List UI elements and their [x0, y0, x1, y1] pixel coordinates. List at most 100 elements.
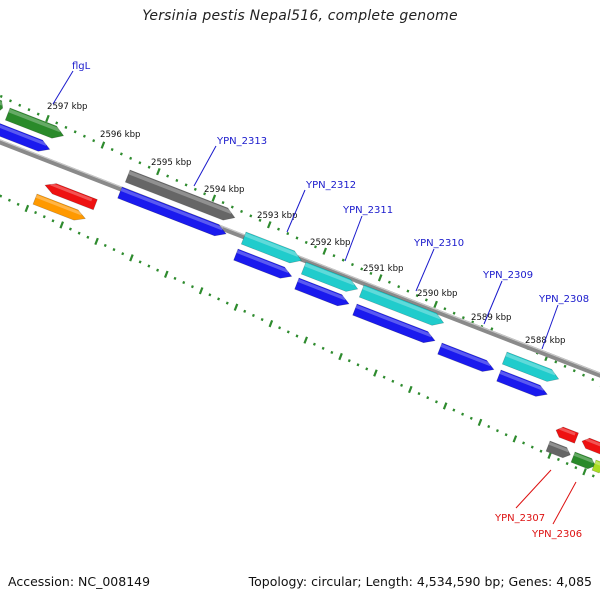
inner-tick: [312, 342, 316, 346]
gene-feature-body: [300, 261, 359, 292]
outer-tick: [27, 108, 31, 112]
inner-tick: [103, 243, 107, 248]
inner-tick: [217, 297, 221, 301]
inner-tick: [338, 352, 343, 361]
inner-tick: [530, 445, 534, 449]
inner-tick: [365, 367, 369, 371]
reverse-feature-body: [570, 451, 596, 470]
gene-feature-body: [0, 99, 4, 111]
reverse-feature: [555, 426, 579, 444]
reverse-feature-shine: [548, 441, 570, 453]
reverse-feature: [570, 451, 596, 470]
gene-label[interactable]: YPN_2308: [538, 294, 589, 305]
outer-tick: [582, 373, 585, 377]
inner-tick: [86, 235, 90, 239]
cds-feature-shine: [297, 278, 347, 301]
outer-tick: [350, 262, 354, 267]
outer-tick: [18, 103, 22, 107]
gene-feature-shine: [304, 262, 356, 286]
outer-tick: [572, 369, 576, 373]
inner-tick: [260, 317, 264, 322]
gene-leader-line: [286, 189, 306, 233]
outer-tick: [563, 364, 567, 368]
gene-feature: [240, 231, 302, 264]
outer-tick: [138, 161, 142, 165]
map-title: Yersinia pestis Nepal516, complete genom…: [142, 8, 458, 24]
cds-feature-body: [0, 123, 51, 152]
inner-tick: [539, 449, 543, 453]
outer-tick: [119, 152, 123, 156]
inner-tick: [347, 359, 351, 363]
outer-tick: [221, 201, 225, 205]
gene-label[interactable]: YPN_2306: [531, 529, 582, 540]
gene-leader-line: [193, 145, 217, 187]
cds-feature: [496, 369, 548, 397]
inner-tick: [42, 215, 46, 219]
gene-label[interactable]: flgL: [72, 61, 91, 72]
outer-tick: [36, 112, 40, 116]
gene-feature-body: [501, 351, 560, 382]
gene-leader-line: [552, 481, 577, 525]
gene-label[interactable]: YPN_2313: [216, 136, 267, 147]
cds-feature-shine: [499, 370, 545, 391]
reverse-feature: [32, 193, 86, 221]
gene-feature: [0, 99, 4, 111]
inner-tick: [68, 227, 72, 231]
outer-tick: [377, 274, 383, 282]
scale-label: 2590 kbp: [417, 289, 458, 299]
inner-tick: [477, 418, 483, 427]
inner-tick: [121, 252, 125, 256]
inner-tick: [582, 468, 587, 476]
cds-feature-body: [496, 369, 548, 397]
scale-label: 2592 kbp: [310, 238, 351, 248]
inner-tick: [233, 303, 239, 311]
feature-labels: 2597 kbp 2596 kbp 2595 kbp 2594 kbp 2593 kbp…: [47, 61, 589, 540]
inner-tick: [574, 466, 578, 470]
outer-tick: [129, 156, 133, 160]
inner-tick: [34, 211, 38, 215]
cds-feature-shine: [440, 343, 492, 367]
outer-tick: [461, 316, 465, 320]
outer-tick: [369, 271, 373, 275]
gene-feature-shine: [244, 232, 299, 257]
inner-tick: [286, 330, 290, 334]
cds-feature: [352, 303, 436, 344]
reverse-feature-shine: [50, 182, 93, 202]
gene-label[interactable]: YPN_2312: [305, 180, 356, 191]
inner-tick: [190, 285, 194, 289]
inner-tick: [138, 260, 142, 264]
cds-feature-shine: [355, 304, 433, 338]
inner-tick: [452, 408, 456, 412]
inner-tick: [156, 268, 160, 272]
gene-feature-shine: [0, 101, 4, 106]
inner-tick: [225, 301, 229, 305]
reverse-feature-body: [581, 437, 600, 455]
outer-tick: [92, 139, 96, 143]
inner-tick: [382, 375, 386, 379]
inner-tick: [321, 346, 325, 350]
gene-label[interactable]: YPN_2311: [342, 205, 393, 216]
reverse-feature-shine: [585, 438, 600, 447]
inner-tick: [391, 379, 395, 383]
inner-tick: [495, 429, 499, 433]
inner-tick: [356, 363, 360, 367]
inner-tick: [330, 350, 334, 355]
gene-feature: [501, 351, 560, 382]
inner-tick: [268, 319, 274, 328]
inner-tick: [24, 204, 30, 213]
inner-tick: [469, 416, 473, 420]
outer-tick: [175, 178, 179, 183]
outer-tick: [73, 130, 77, 134]
gene-label[interactable]: YPN_2307: [494, 513, 545, 524]
gene-feature-shine: [505, 352, 557, 376]
inner-tick: [522, 441, 526, 445]
gene-feature: [300, 261, 359, 292]
inner-tick: [77, 231, 81, 235]
cds-feature-body: [294, 277, 350, 307]
gene-label[interactable]: YPN_2310: [413, 238, 464, 249]
gene-label[interactable]: YPN_2309: [482, 270, 533, 281]
cds-feature-body: [233, 248, 293, 279]
inner-tick: [400, 383, 404, 387]
